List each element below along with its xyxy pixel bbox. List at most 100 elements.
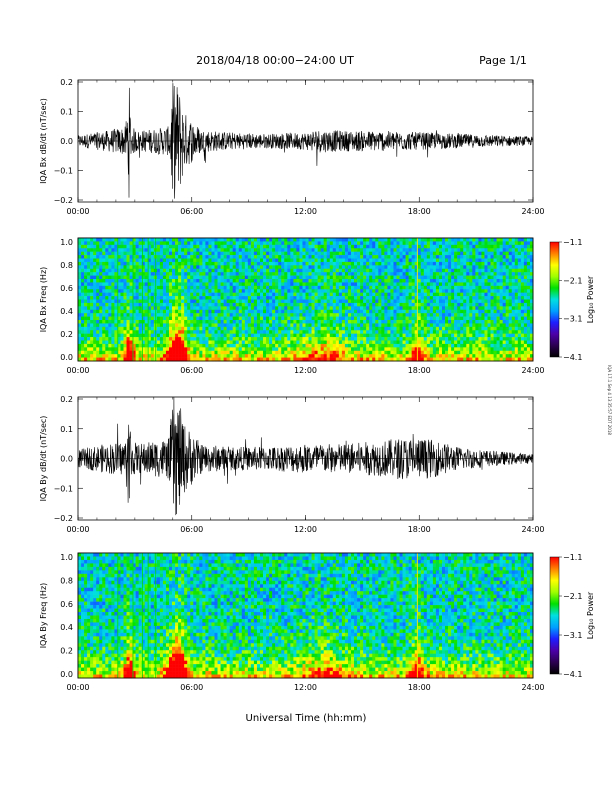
heatmap-cell xyxy=(245,255,248,259)
heatmap-cell xyxy=(418,344,421,348)
heatmap-cell xyxy=(478,354,481,358)
heatmap-cell xyxy=(342,310,345,314)
heatmap-cell xyxy=(78,296,81,300)
heatmap-cell xyxy=(287,276,290,280)
heatmap-cell xyxy=(218,262,221,266)
heatmap-cell xyxy=(102,330,105,334)
heatmap-cell xyxy=(354,248,357,252)
heatmap-cell xyxy=(108,286,111,290)
heatmap-cell xyxy=(211,344,214,348)
heatmap-cell xyxy=(90,344,93,348)
heatmap-cell xyxy=(211,255,214,259)
x-tick-label: 06:00 xyxy=(180,366,203,375)
heatmap-cell xyxy=(111,286,114,290)
heatmap-cell xyxy=(400,300,403,304)
heatmap-cell xyxy=(357,351,360,355)
heatmap-cell xyxy=(224,300,227,304)
heatmap-cell xyxy=(451,313,454,317)
heatmap-cell xyxy=(427,327,430,331)
heatmap-cell xyxy=(108,289,111,293)
heatmap-cell xyxy=(460,354,463,358)
heatmap-cell xyxy=(260,337,263,341)
heatmap-cell xyxy=(257,327,260,331)
heatmap-cell xyxy=(205,265,208,269)
heatmap-cell xyxy=(233,272,236,276)
heatmap-cell xyxy=(99,255,102,259)
heatmap-cell xyxy=(348,330,351,334)
heatmap-cell xyxy=(102,293,105,297)
heatmap-cell xyxy=(215,347,218,351)
heatmap-cell xyxy=(284,327,287,331)
heatmap-cell xyxy=(306,354,309,358)
heatmap-cell xyxy=(269,317,272,321)
heatmap-cell xyxy=(412,351,415,355)
heatmap-cell xyxy=(321,272,324,276)
heatmap-cell xyxy=(430,252,433,256)
heatmap-cell xyxy=(139,259,142,263)
heatmap-cell xyxy=(306,341,309,345)
heatmap-cell xyxy=(348,354,351,358)
heatmap-cell xyxy=(403,303,406,307)
heatmap-cell xyxy=(127,241,130,245)
heatmap-cell xyxy=(239,337,242,341)
heatmap-cell xyxy=(81,337,84,341)
heatmap-cell xyxy=(354,334,357,338)
heatmap-cell xyxy=(296,248,299,252)
heatmap-cell xyxy=(215,320,218,324)
heatmap-cell xyxy=(233,269,236,273)
heatmap-cell xyxy=(181,276,184,280)
heatmap-cell xyxy=(318,300,321,304)
heatmap-cell xyxy=(269,293,272,297)
heatmap-cell xyxy=(293,327,296,331)
heatmap-cell xyxy=(403,252,406,256)
heatmap-cell xyxy=(348,238,351,242)
heatmap-cell xyxy=(181,255,184,259)
heatmap-cell xyxy=(96,248,99,252)
heatmap-cell xyxy=(412,320,415,324)
heatmap-cell xyxy=(169,293,172,297)
heatmap-cell xyxy=(169,334,172,338)
heatmap-cell xyxy=(369,293,372,297)
heatmap-cell xyxy=(387,245,390,249)
heatmap-cell xyxy=(181,248,184,252)
heatmap-cell xyxy=(224,265,227,269)
heatmap-cell xyxy=(187,245,190,249)
heatmap-cell xyxy=(199,238,202,242)
heatmap-cell xyxy=(321,282,324,286)
heatmap-cell xyxy=(136,255,139,259)
heatmap-cell xyxy=(378,351,381,355)
heatmap-cell xyxy=(451,344,454,348)
heatmap-cell xyxy=(211,289,214,293)
heatmap-cell xyxy=(242,293,245,297)
heatmap-cell xyxy=(436,241,439,245)
heatmap-cell xyxy=(84,330,87,334)
heatmap-cell xyxy=(218,289,221,293)
heatmap-cell xyxy=(84,269,87,273)
heatmap-cell xyxy=(157,248,160,252)
heatmap-cell xyxy=(218,279,221,283)
heatmap-cell xyxy=(84,306,87,310)
heatmap-cell xyxy=(78,317,81,321)
heatmap-cell xyxy=(299,303,302,307)
heatmap-cell xyxy=(163,279,166,283)
heatmap-cell xyxy=(469,334,472,338)
heatmap-cell xyxy=(375,337,378,341)
heatmap-cell xyxy=(96,262,99,266)
heatmap-cell xyxy=(254,303,257,307)
heatmap-cell xyxy=(114,248,117,252)
heatmap-cell xyxy=(421,296,424,300)
heatmap-cell xyxy=(436,313,439,317)
heatmap-cell xyxy=(275,317,278,321)
heatmap-cell xyxy=(403,334,406,338)
heatmap-cell xyxy=(363,279,366,283)
heatmap-cell xyxy=(351,286,354,290)
heatmap-cell xyxy=(412,241,415,245)
heatmap-cell xyxy=(193,248,196,252)
heatmap-cell xyxy=(421,259,424,263)
heatmap-cell xyxy=(412,344,415,348)
heatmap-cell xyxy=(327,327,330,331)
heatmap-cell xyxy=(469,276,472,280)
heatmap-cell xyxy=(457,354,460,358)
heatmap-cell xyxy=(442,282,445,286)
heatmap-cell xyxy=(372,306,375,310)
